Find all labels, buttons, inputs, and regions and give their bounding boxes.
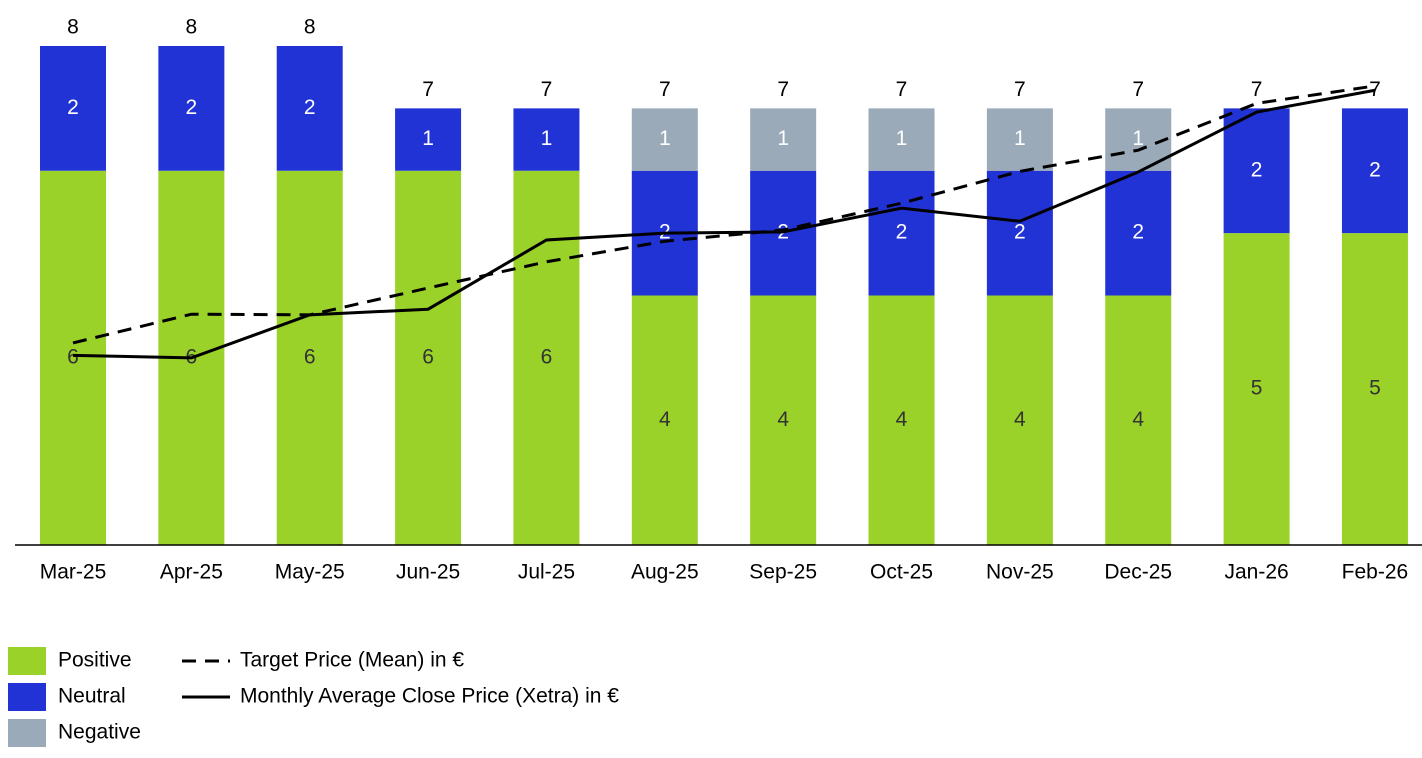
bar-segment: [631, 295, 698, 545]
legend-swatch: [8, 647, 46, 675]
x-tick-label: Mar-25: [40, 561, 107, 584]
bar-label: 1: [659, 127, 671, 150]
bar-segment: [513, 170, 580, 545]
x-tick-label: Apr-25: [160, 561, 223, 584]
total-label: 7: [659, 78, 671, 101]
bar-label: 4: [1132, 408, 1144, 431]
legend-label: Target Price (Mean) in €: [240, 649, 464, 672]
bar-segment: [868, 295, 935, 545]
bar-label: 1: [1014, 127, 1026, 150]
bar-segment: [750, 108, 817, 171]
total-label: 7: [1132, 78, 1144, 101]
bar-segment: [986, 295, 1053, 545]
bar-label: 2: [896, 221, 908, 244]
bar-label: 1: [777, 127, 789, 150]
bar-label: 2: [304, 96, 316, 119]
bar-segment: [276, 46, 343, 171]
bar-segment: [40, 170, 106, 545]
x-tick-label: Dec-25: [1104, 561, 1172, 584]
bar-label: 4: [777, 408, 789, 431]
bar-segment: [631, 108, 698, 171]
bar-label: 2: [1014, 221, 1026, 244]
bar-segment: [276, 170, 343, 545]
x-tick-label: Jan-26: [1224, 561, 1288, 584]
bar-segment: [158, 46, 225, 171]
total-label: 7: [1251, 78, 1263, 101]
x-tick-label: Jul-25: [518, 561, 575, 584]
price-line: [72, 88, 1376, 360]
bar-label: 2: [1132, 221, 1144, 244]
bar-segment: [750, 295, 817, 545]
bar-label: 6: [541, 345, 553, 368]
legend-swatch: [8, 719, 46, 747]
total-label: 7: [422, 78, 434, 101]
total-label: 8: [186, 16, 198, 39]
bar-label: 4: [1014, 408, 1026, 431]
bar-label: 1: [896, 127, 908, 150]
bar-segment: [986, 108, 1053, 171]
x-tick-label: Feb-26: [1342, 561, 1409, 584]
bar-segment: [513, 108, 580, 171]
x-tick-label: Sep-25: [749, 561, 817, 584]
bar-label: 2: [186, 96, 198, 119]
total-label: 8: [304, 16, 316, 39]
bar-label: 2: [1369, 158, 1381, 181]
legend-swatch: [8, 683, 46, 711]
bar-segment: [1341, 108, 1408, 234]
bar-segment: [1223, 108, 1290, 234]
total-label: 7: [541, 78, 553, 101]
bar-label: 6: [304, 345, 316, 368]
price-line: [72, 84, 1376, 345]
bar-segment: [1105, 170, 1172, 296]
bar-segment: [395, 170, 462, 545]
bar-label: 6: [422, 345, 434, 368]
bar-segment: [1223, 233, 1290, 545]
legend-label: Negative: [58, 721, 141, 744]
bar-label: 1: [541, 127, 553, 150]
total-label: 7: [896, 78, 908, 101]
bar-segment: [868, 170, 935, 296]
x-tick-label: Oct-25: [870, 561, 933, 584]
bar-label: 4: [896, 408, 908, 431]
bar-segment: [40, 46, 106, 171]
bar-label: 5: [1251, 377, 1263, 400]
bar-label: 4: [659, 408, 671, 431]
total-label: 7: [1369, 78, 1381, 101]
legend-label: Neutral: [58, 685, 126, 708]
total-label: 8: [67, 16, 79, 39]
total-label: 7: [777, 78, 789, 101]
bar-label: 2: [1251, 158, 1263, 181]
bar-label: 2: [67, 96, 79, 119]
bar-label: 5: [1369, 377, 1381, 400]
total-label: 7: [1014, 78, 1026, 101]
bar-segment: [986, 170, 1053, 296]
bar-label: 1: [422, 127, 434, 150]
x-tick-label: Jun-25: [396, 561, 460, 584]
bar-segment: [1105, 295, 1172, 545]
bar-segment: [395, 108, 462, 171]
bar-label: 6: [67, 345, 79, 368]
legend-label: Positive: [58, 649, 132, 672]
legend-label: Monthly Average Close Price (Xetra) in €: [240, 685, 619, 708]
x-tick-label: May-25: [275, 561, 345, 584]
x-tick-label: Nov-25: [986, 561, 1054, 584]
x-tick-label: Aug-25: [631, 561, 699, 584]
bar-label: 1: [1132, 127, 1144, 150]
bar-segment: [868, 108, 935, 171]
bar-segment: [1341, 233, 1408, 545]
